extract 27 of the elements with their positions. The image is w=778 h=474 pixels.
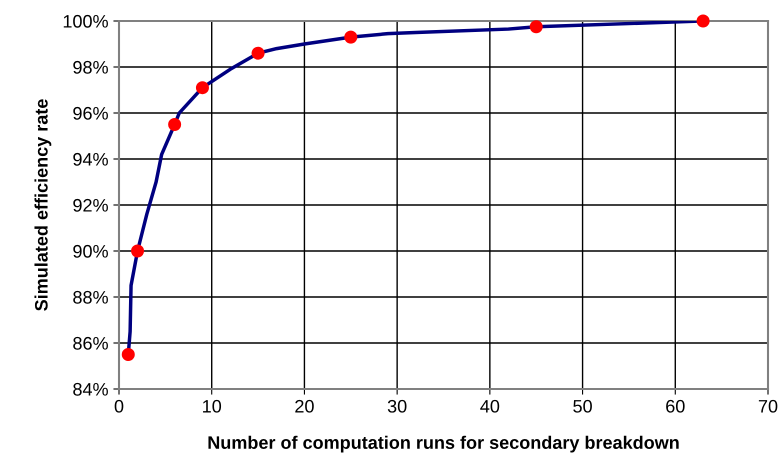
point [196,81,209,94]
y-tick-label: 90% [73,244,108,258]
point [122,348,135,362]
y-axis-title: Simulated efficiency rate [34,99,52,311]
x-tick-label: 0 [114,400,124,413]
y-tick-label: 92% [73,198,108,212]
point [252,46,265,60]
point [168,118,182,132]
point [131,244,144,258]
y-tick-label: 88% [73,290,108,304]
y-tick-label: 100% [64,14,108,28]
x-tick-label: 60 [666,400,685,413]
x-tick-label: 50 [573,400,592,413]
x-tick-label: 30 [388,400,406,413]
y-tick-label: 94% [73,152,108,166]
point [530,20,543,34]
x-tick-label: 20 [295,400,314,413]
point [696,14,710,28]
x-tick-label: 10 [203,400,222,413]
y-tick-label: 84% [73,382,108,396]
y-tick-label: 96% [73,106,108,120]
x-tick-label: 40 [480,400,500,413]
y-tick-label: 98% [73,60,108,74]
y-tick-label: 86% [73,336,108,350]
point [344,30,358,44]
x-axis-title: Number of computation runs for secondary breakdown [208,436,679,453]
x-tick-label: 70 [758,400,778,413]
